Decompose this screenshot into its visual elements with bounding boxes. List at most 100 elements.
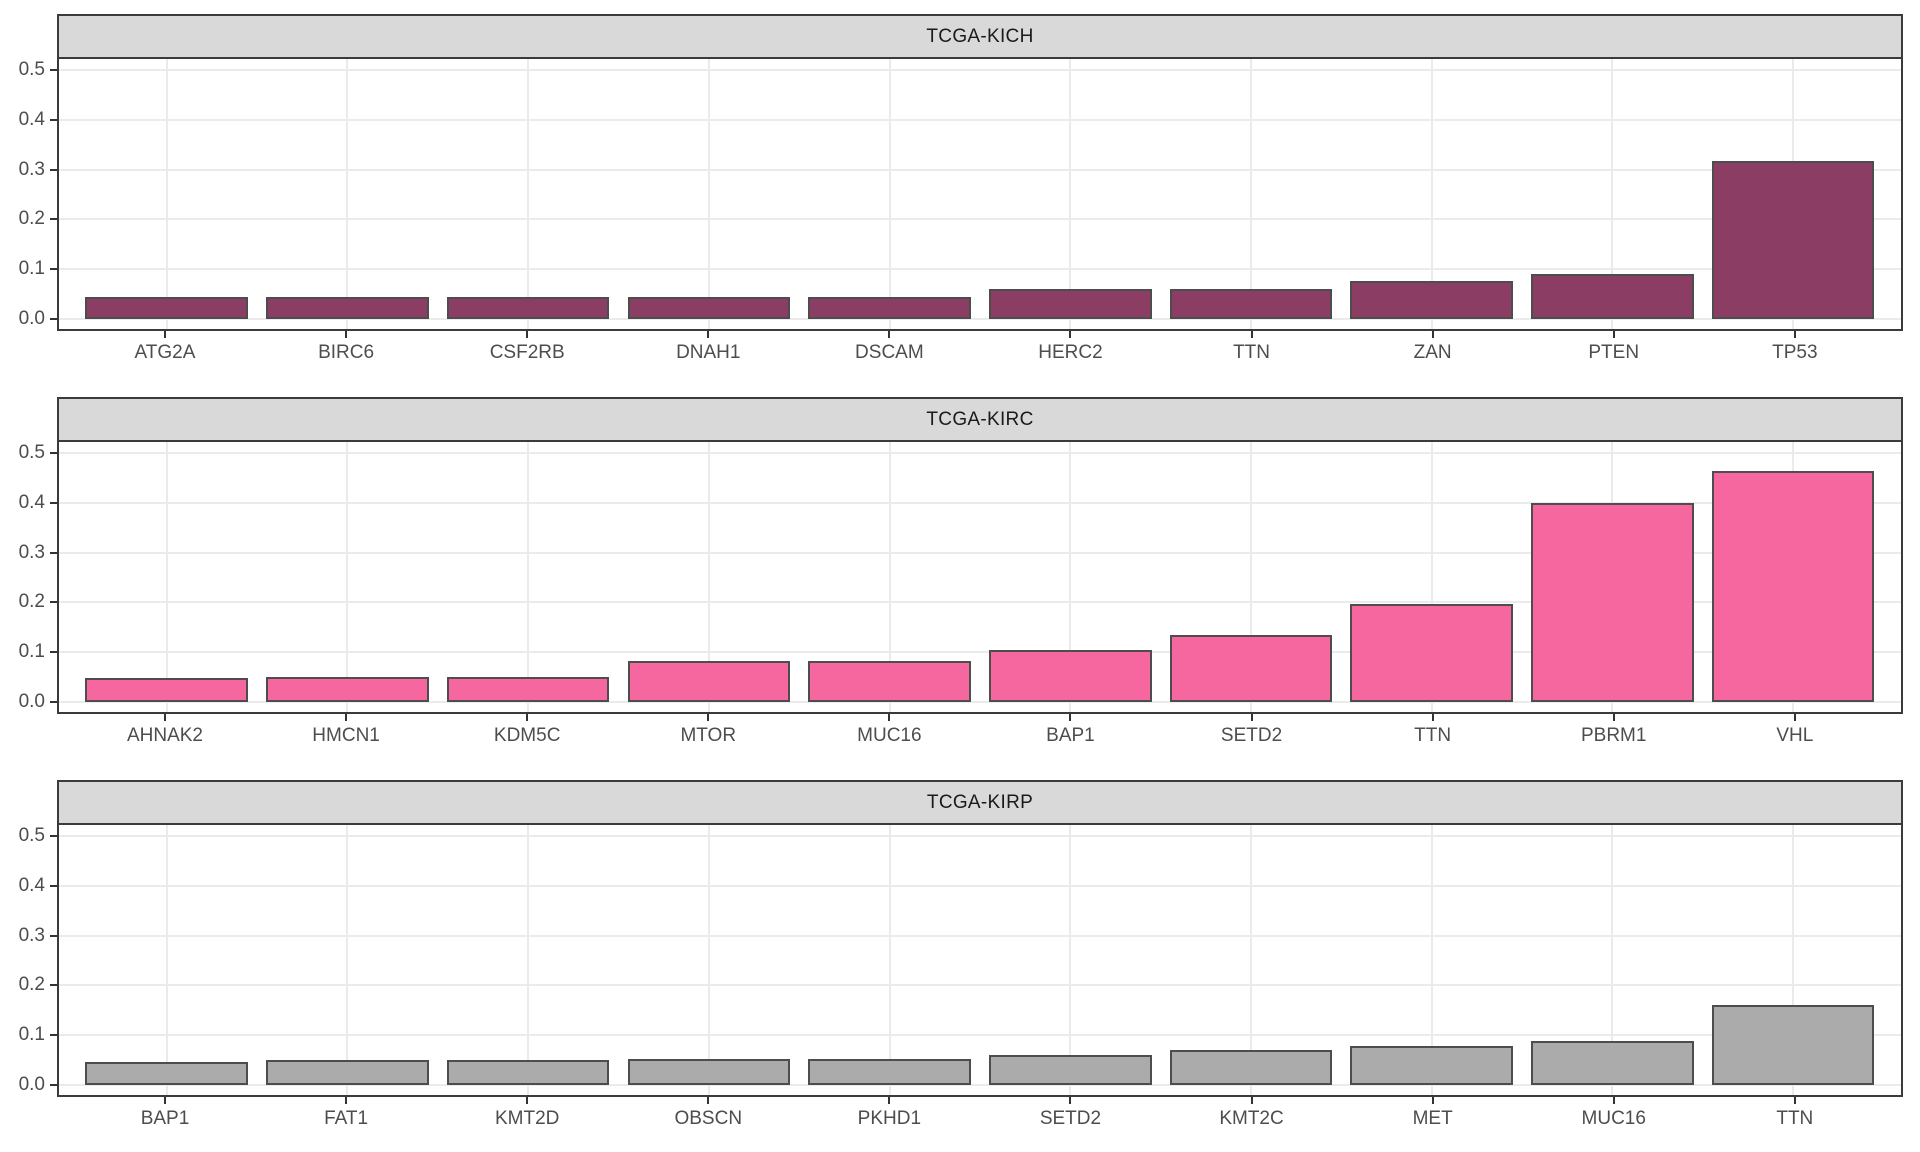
y-axis-tick bbox=[50, 834, 57, 837]
facet-strip: TCGA-KIRP bbox=[57, 780, 1903, 825]
x-axis-tick bbox=[1069, 331, 1072, 338]
x-axis-tick bbox=[707, 1097, 710, 1104]
x-tick-label: SETD2 bbox=[1039, 1108, 1102, 1129]
bar-dscam bbox=[808, 296, 971, 320]
bar-kdm5c bbox=[446, 676, 610, 703]
x-tick-label: HMCN1 bbox=[312, 725, 380, 746]
bar-kmt2d bbox=[446, 1060, 610, 1086]
y-gridline bbox=[59, 501, 1901, 504]
x-gridline bbox=[1792, 825, 1795, 1095]
x-axis-tick bbox=[1431, 331, 1434, 338]
x-gridline bbox=[527, 59, 530, 329]
y-axis-tick bbox=[50, 651, 57, 654]
y-axis-tick bbox=[50, 218, 57, 221]
y-gridline bbox=[59, 934, 1901, 937]
x-gridline bbox=[707, 825, 710, 1095]
y-axis-tick bbox=[50, 601, 57, 604]
y-gridline bbox=[59, 318, 1901, 321]
facet-tcga-kirc: TCGA-KIRC 0.0 0.1 0.2 0.3 0.4 0.5 AHNAK2 HMCN1 KD… bbox=[19, 397, 1903, 754]
y-gridline bbox=[59, 651, 1901, 654]
facet-title: TCGA-KIRP bbox=[926, 791, 1034, 813]
x-gridline bbox=[707, 442, 710, 712]
y-gridline bbox=[59, 984, 1901, 987]
facet-title: TCGA-KICH bbox=[926, 25, 1034, 47]
y-gridline bbox=[59, 884, 1901, 887]
y-tick-label: 0.0 bbox=[18, 1074, 45, 1096]
bar-pten bbox=[1531, 273, 1694, 320]
y-gridline bbox=[59, 1084, 1901, 1087]
bar-bap1 bbox=[85, 1062, 249, 1086]
bar-muc16 bbox=[808, 660, 971, 703]
y-gridline bbox=[59, 118, 1901, 121]
bar-met bbox=[1350, 1046, 1513, 1086]
bar-mtor bbox=[627, 660, 791, 703]
x-gridline bbox=[346, 825, 349, 1095]
x-tick-label: FAT1 bbox=[324, 1108, 369, 1129]
y-tick-label: 0.0 bbox=[18, 691, 45, 713]
y-axis-tick bbox=[50, 268, 57, 271]
y-gridline bbox=[59, 601, 1901, 604]
facet-strip: TCGA-KICH bbox=[57, 14, 1903, 59]
x-gridline bbox=[1611, 825, 1614, 1095]
y-tick-label: 0.3 bbox=[18, 924, 45, 946]
plot-panel: 0.0 0.1 0.2 0.3 0.4 0.5 bbox=[19, 59, 1903, 331]
x-tick-label: MUC16 bbox=[1581, 1108, 1646, 1129]
x-gridline bbox=[1430, 59, 1433, 329]
y-axis-tick bbox=[50, 1034, 57, 1037]
bar-zan bbox=[1350, 281, 1513, 320]
facet-title: TCGA-KIRC bbox=[926, 408, 1034, 430]
x-gridline bbox=[1069, 442, 1072, 712]
bar-ttn bbox=[1711, 1005, 1875, 1086]
y-gridline bbox=[59, 701, 1901, 704]
y-axis-tick bbox=[50, 884, 57, 887]
x-tick-label: OBSCN bbox=[674, 1108, 743, 1129]
x-axis-labels: ATG2A BIRC6 CSF2RB DNAH1 DSCAM HERC2 TTN ZAN PTE… bbox=[57, 331, 1903, 371]
y-axis-tick bbox=[50, 701, 57, 704]
x-tick-label: ATG2A bbox=[134, 342, 196, 363]
y-tick-label: 0.1 bbox=[18, 1024, 45, 1046]
x-gridline bbox=[1430, 825, 1433, 1095]
bar-dnah1 bbox=[627, 296, 791, 320]
x-axis-tick bbox=[707, 714, 710, 721]
x-tick-label: KMT2D bbox=[494, 1108, 560, 1129]
x-axis-tick bbox=[1793, 714, 1796, 721]
x-axis-labels: BAP1 FAT1 KMT2D OBSCN PKHD1 SETD2 KMT2C MET MUC1… bbox=[57, 1097, 1903, 1137]
y-tick-label: 0.5 bbox=[18, 58, 45, 80]
facet-tcga-kich: TCGA-KICH 0.0 0.1 0.2 0.3 0.4 0.5 ATG2A BIRC6 CSF… bbox=[19, 14, 1903, 371]
facet-strip: TCGA-KIRC bbox=[57, 397, 1903, 442]
y-gridline bbox=[59, 551, 1901, 554]
x-gridline bbox=[165, 59, 168, 329]
x-gridline bbox=[165, 442, 168, 712]
y-axis-tick bbox=[50, 501, 57, 504]
y-tick-label: 0.4 bbox=[18, 874, 45, 896]
x-tick-label: MUC16 bbox=[857, 725, 922, 746]
y-tick-label: 0.4 bbox=[18, 108, 45, 130]
x-tick-label: MTOR bbox=[680, 725, 737, 746]
x-tick-label: TTN bbox=[1414, 725, 1452, 746]
y-gridline bbox=[59, 451, 1901, 454]
x-axis-tick bbox=[888, 714, 891, 721]
x-gridline bbox=[1430, 442, 1433, 712]
y-axis-tick bbox=[50, 551, 57, 554]
bar-obscn bbox=[627, 1058, 791, 1086]
x-axis-tick bbox=[1431, 1097, 1434, 1104]
x-tick-label: TTN bbox=[1776, 1108, 1814, 1129]
x-axis-tick bbox=[526, 714, 529, 721]
plot-panel: 0.0 0.1 0.2 0.3 0.4 0.5 bbox=[19, 825, 1903, 1097]
x-tick-label: KDM5C bbox=[493, 725, 561, 746]
y-axis-tick bbox=[50, 68, 57, 71]
y-tick-label: 0.2 bbox=[18, 208, 45, 230]
x-axis-tick bbox=[1250, 331, 1253, 338]
bar-kmt2c bbox=[1169, 1049, 1333, 1086]
x-axis-tick bbox=[1250, 714, 1253, 721]
y-gridline bbox=[59, 1034, 1901, 1037]
y-axis-tick bbox=[50, 318, 57, 321]
x-tick-label: BAP1 bbox=[1046, 725, 1095, 746]
y-axis-tick bbox=[50, 1084, 57, 1087]
bar-atg2a bbox=[85, 296, 249, 320]
x-axis-tick bbox=[707, 331, 710, 338]
x-gridline bbox=[1249, 825, 1252, 1095]
x-axis-tick bbox=[345, 331, 348, 338]
x-gridline bbox=[1069, 825, 1072, 1095]
bar-pbrm1 bbox=[1531, 503, 1694, 703]
